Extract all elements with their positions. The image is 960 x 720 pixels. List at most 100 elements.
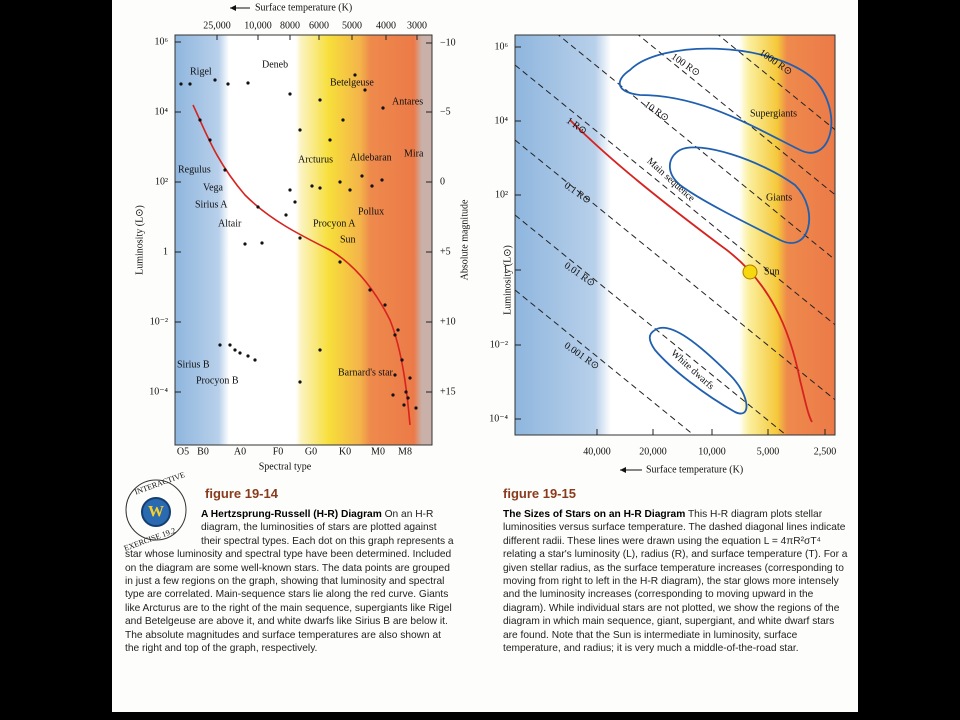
star-dot — [402, 403, 406, 407]
star-dot — [383, 303, 387, 307]
star-dot — [353, 73, 357, 77]
star-dot — [246, 81, 250, 85]
y-tick-label: 1 — [503, 264, 508, 275]
star-dot — [363, 88, 367, 92]
y-tick-label: 10⁴ — [155, 106, 169, 117]
star-label: Antares — [392, 96, 423, 107]
star-dot — [318, 98, 322, 102]
x-tick-label: O5 — [177, 446, 189, 457]
star-dot — [226, 82, 230, 86]
star-label: Procyon B — [196, 375, 239, 386]
star-dot — [256, 205, 260, 209]
arrowhead — [230, 5, 236, 11]
star-dot — [310, 184, 314, 188]
top-tick-label: 8000 — [280, 20, 300, 31]
star-dot — [368, 288, 372, 292]
main-sequence-curve — [192, 104, 411, 426]
star-dot — [400, 358, 404, 362]
x-tick-label: 2,500 — [814, 446, 837, 457]
star-dot — [318, 186, 322, 190]
x-tick-label: A0 — [234, 446, 246, 457]
star-dot — [208, 138, 212, 142]
star-dot — [391, 393, 395, 397]
star-dot — [360, 174, 364, 178]
x-tick-label: M0 — [371, 446, 385, 457]
star-dot — [298, 128, 302, 132]
y-tick-label: 1 — [163, 246, 168, 257]
x-tick-label: 40,000 — [583, 446, 611, 457]
star-label: Mira — [404, 148, 424, 159]
y-tick-label: 10⁻² — [150, 316, 168, 327]
x-tick-label: 20,000 — [639, 446, 667, 457]
star-dot — [218, 343, 222, 347]
star-dot — [284, 213, 288, 217]
axis-title: Surface temperature (K) — [255, 2, 352, 13]
plot-area — [514, 34, 836, 436]
star-dot — [370, 184, 374, 188]
x-tick-label: 10,000 — [698, 446, 726, 457]
star-label: Aldebaran — [350, 152, 392, 163]
x-tick-label: F0 — [273, 446, 284, 457]
star-dot — [396, 328, 400, 332]
star-dot — [188, 82, 192, 86]
region-label: Supergiants — [750, 108, 797, 119]
caption-text: On an H-R diagram, the luminosities of s… — [125, 509, 454, 655]
y-tick-label: 10⁻⁴ — [489, 413, 508, 424]
star-dot — [298, 236, 302, 240]
star-label: Sirius A — [195, 199, 228, 210]
star-label: Procyon A — [313, 218, 356, 229]
star-dot — [328, 138, 332, 142]
star-dot — [213, 78, 217, 82]
y-tick-label: 10² — [155, 176, 168, 187]
star-label: Altair — [218, 218, 242, 229]
top-tick-label: 6000 — [309, 20, 329, 31]
y-tick-label: 10⁴ — [495, 115, 509, 126]
y2-tick-label: +10 — [440, 316, 456, 327]
y-tick-label: 10⁻⁴ — [149, 386, 168, 397]
caption-title: The Sizes of Stars on an H-R Diagram — [503, 509, 686, 520]
x-tick-label: G0 — [305, 446, 317, 457]
star-dot — [223, 168, 227, 172]
axis-title: Surface temperature (K) — [646, 464, 743, 475]
axis-title: Luminosity (L⊙) — [502, 245, 513, 315]
star-dot — [348, 188, 352, 192]
star-dot — [338, 260, 342, 264]
star-dot — [253, 358, 257, 362]
top-tick-label: 10,000 — [244, 20, 272, 31]
star-dot — [233, 348, 237, 352]
region-label: Sun — [764, 266, 780, 277]
interactive-badge: W — [125, 479, 187, 541]
axis-title: Luminosity (L⊙) — [134, 205, 145, 275]
star-label: Regulus — [178, 164, 211, 175]
star-dot — [393, 373, 397, 377]
y2-tick-label: −5 — [440, 106, 451, 117]
axis-title: Spectral type — [259, 461, 312, 472]
star-dot — [243, 242, 247, 246]
star-dot — [198, 118, 202, 122]
star-dot — [381, 106, 385, 110]
star-dot — [406, 396, 410, 400]
star-label: Deneb — [262, 59, 288, 70]
star-dot — [341, 118, 345, 122]
sun-icon — [742, 264, 758, 280]
star-dot — [260, 241, 264, 245]
star-label: Arcturus — [298, 154, 333, 165]
star-label: Barnard's star — [338, 367, 394, 378]
y-tick-label: 10² — [495, 189, 508, 200]
figure-number: figure 19-15 — [503, 486, 576, 501]
x-tick-label: K0 — [339, 446, 351, 457]
star-label: Rigel — [190, 66, 212, 77]
star-label: Betelgeuse — [330, 77, 374, 88]
top-tick-label: 3000 — [407, 20, 427, 31]
star-dot — [298, 380, 302, 384]
axis-title: Absolute magnitude — [459, 199, 470, 280]
y2-tick-label: +15 — [440, 386, 456, 397]
star-label: Sirius B — [177, 359, 210, 370]
star-dot — [293, 200, 297, 204]
y-tick-label: 10⁶ — [495, 41, 509, 52]
star-dot — [380, 178, 384, 182]
star-label: Vega — [203, 182, 224, 193]
radius-lines — [515, 35, 835, 435]
top-tick-label: 25,000 — [203, 20, 231, 31]
